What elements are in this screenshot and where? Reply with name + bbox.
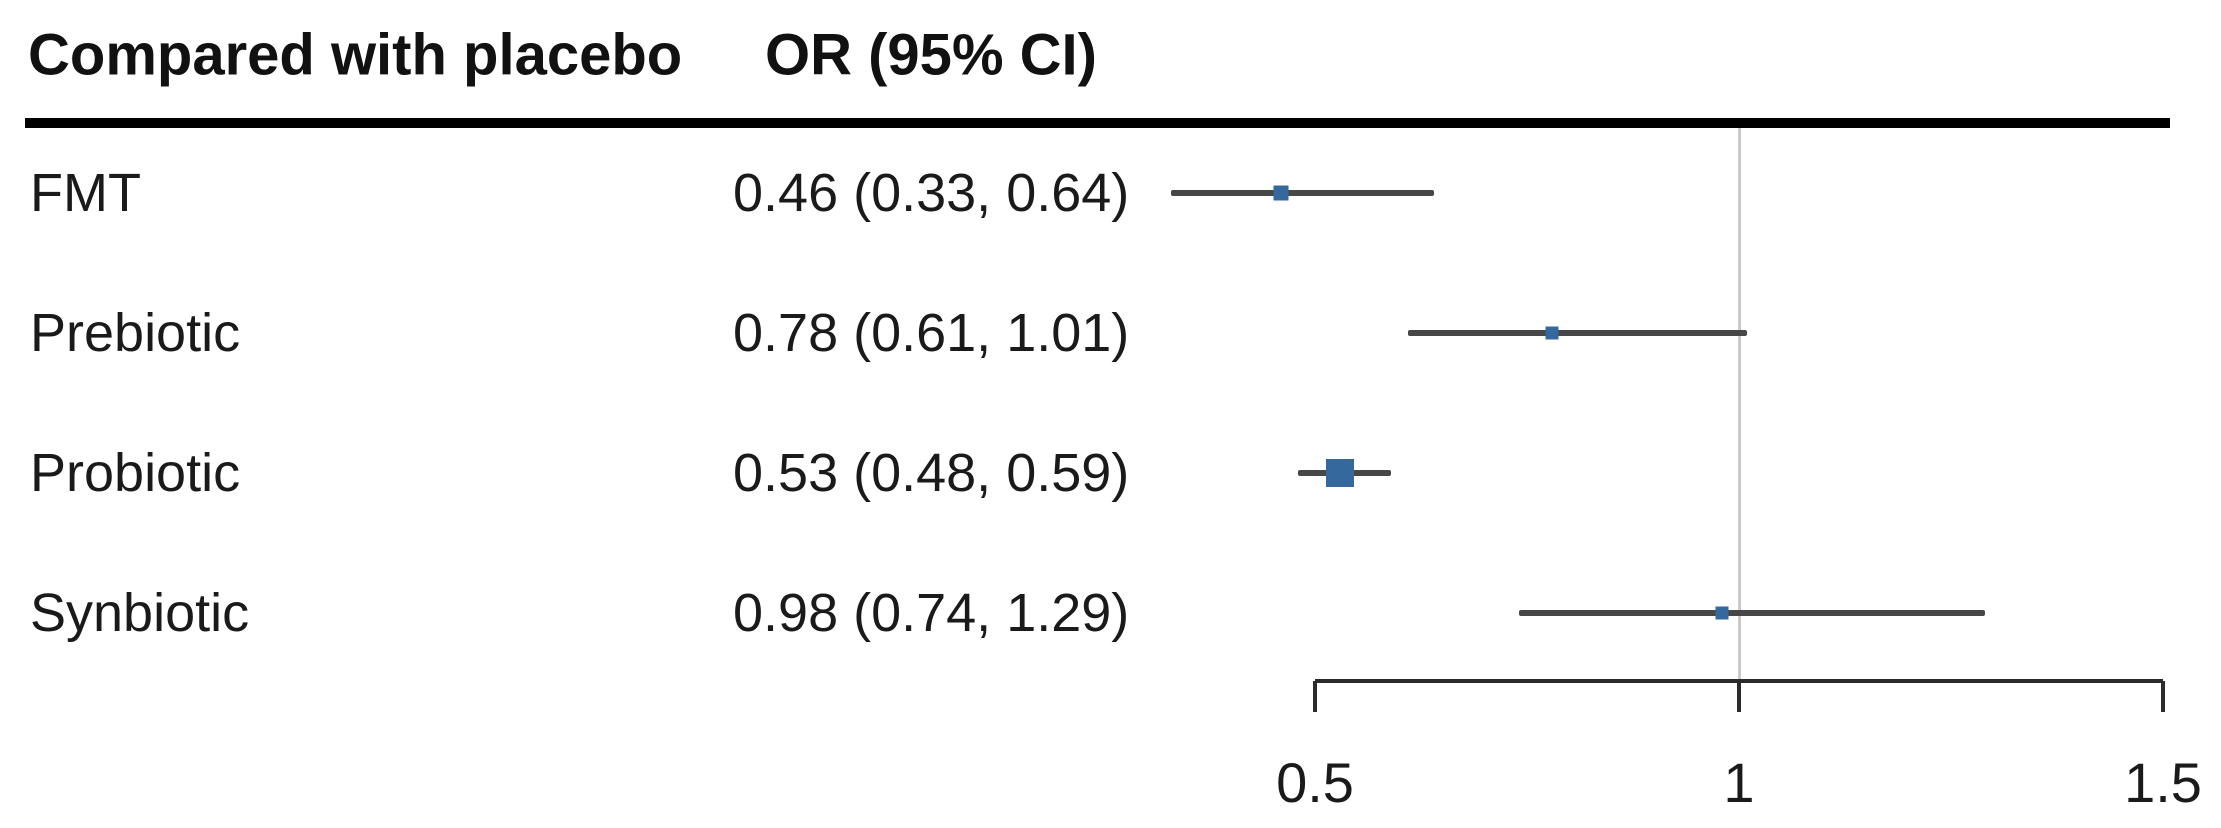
or-ci-value: 0.78 (0.61, 1.01) <box>733 303 1130 363</box>
column-header-comparison: Compared with placebo <box>28 22 683 88</box>
x-axis-tick-label: 1.5 <box>2124 751 2202 814</box>
x-axis-tick-label: 1 <box>1723 751 1755 814</box>
treatment-label: FMT <box>30 163 141 223</box>
x-axis-tick <box>1313 681 1317 712</box>
or-ci-value: 0.98 (0.74, 1.29) <box>733 583 1130 643</box>
or-marker <box>1545 326 1559 340</box>
treatment-label: Synbiotic <box>30 583 250 643</box>
or-ci-value: 0.53 (0.48, 0.59) <box>733 443 1130 503</box>
x-axis-tick-label: 0.5 <box>1276 751 1354 814</box>
ci-line <box>1518 610 1985 616</box>
header-rule <box>25 118 2170 128</box>
ci-line <box>1170 190 1434 196</box>
or-marker <box>1273 185 1289 201</box>
x-axis-tick <box>2161 681 2165 712</box>
column-header-or-ci: OR (95% CI) <box>765 22 1097 88</box>
x-axis-tick <box>1737 681 1741 712</box>
or-ci-value: 0.46 (0.33, 0.64) <box>733 163 1130 223</box>
or-marker <box>1326 459 1355 487</box>
reference-line-or-1 <box>1737 128 1741 681</box>
treatment-label: Prebiotic <box>30 303 241 363</box>
or-marker <box>1715 606 1729 620</box>
treatment-label: Probiotic <box>30 443 241 503</box>
ci-line <box>1408 330 1748 336</box>
